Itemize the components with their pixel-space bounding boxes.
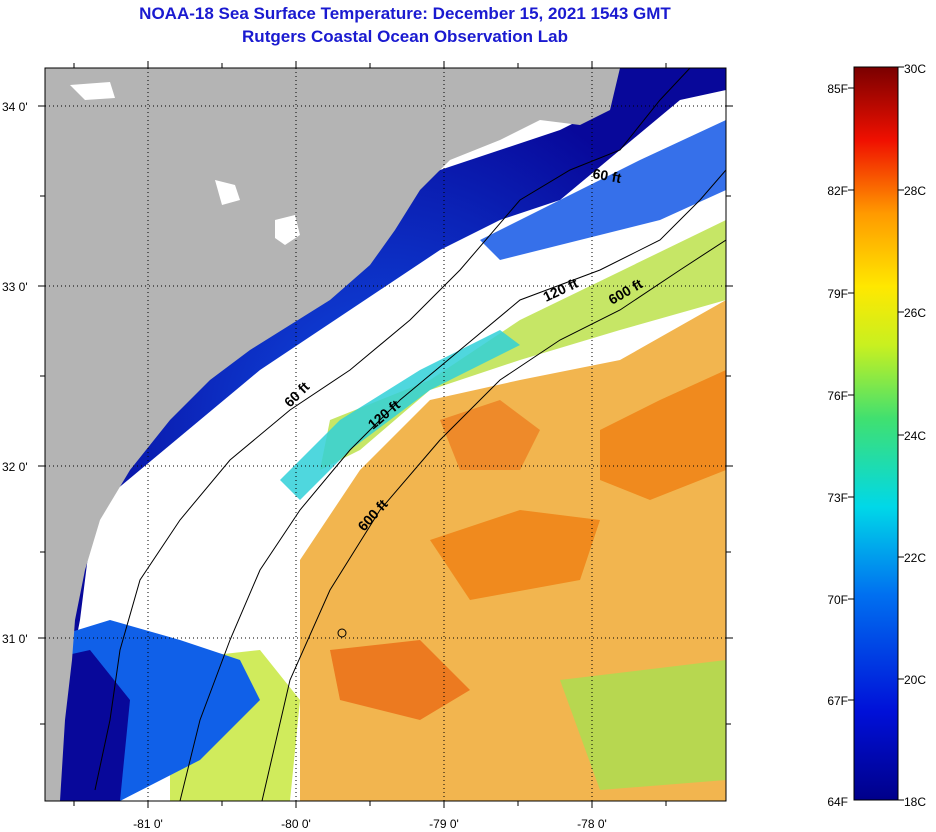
green-south-east <box>560 660 726 790</box>
map-area: 60 ft 60 ft 120 ft 120 ft 600 ft 600 ft <box>45 68 726 801</box>
cold-nearshore-water <box>45 68 726 801</box>
lat-label-31: 31 0' <box>2 632 28 646</box>
lake-3 <box>70 82 115 100</box>
cbar-f-73: 73F <box>827 491 848 505</box>
cbar-f-76: 76F <box>827 389 848 403</box>
cbar-c-28: 28C <box>904 184 926 198</box>
lake-2 <box>215 180 240 205</box>
lon-label-79: -79 0' <box>429 817 459 831</box>
contour-60ft <box>94 68 691 791</box>
lon-label-81: -81 0' <box>133 817 163 831</box>
chart-subtitle: Rutgers Coastal Ocean Observation Lab <box>242 27 568 46</box>
contour-label-60ft-north: 60 ft <box>591 165 622 186</box>
lake <box>275 215 300 245</box>
lat-label-33: 33 0' <box>2 280 28 294</box>
cyan-band <box>280 330 520 500</box>
colorbar <box>853 66 899 801</box>
cbar-f-85: 85F <box>827 82 848 96</box>
warm-core-mid <box>430 510 600 600</box>
colorbar-ticks <box>848 66 904 801</box>
cbar-f-82: 82F <box>827 184 848 198</box>
buoy-marker <box>337 628 347 638</box>
grid-lines <box>45 68 726 801</box>
map-frame <box>44 67 727 802</box>
contour-120ft <box>179 169 726 801</box>
cbar-c-22: 22C <box>904 551 926 565</box>
land-mass <box>45 68 620 801</box>
lat-label-34: 34 0' <box>2 100 28 114</box>
cold-offshore-north <box>480 120 726 260</box>
axis-ticks <box>38 61 733 808</box>
warm-core-south <box>330 640 470 720</box>
warm-core-east <box>600 370 726 500</box>
cbar-f-70: 70F <box>827 593 848 607</box>
cbar-f-79: 79F <box>827 287 848 301</box>
cbar-c-26: 26C <box>904 306 926 320</box>
cbar-f-67: 67F <box>827 694 848 708</box>
contour-600ft <box>261 239 726 801</box>
cbar-c-24: 24C <box>904 429 926 443</box>
cbar-c-18: 18C <box>904 795 926 809</box>
warm-core-center <box>440 400 540 470</box>
lat-label-32: 32 0' <box>2 460 28 474</box>
lon-label-80: -80 0' <box>281 817 311 831</box>
depth-contours <box>94 68 726 801</box>
cbar-c-20: 20C <box>904 673 926 687</box>
lon-label-78: -78 0' <box>577 817 607 831</box>
cbar-c-30: 30C <box>904 62 926 76</box>
chart-title: NOAA-18 Sea Surface Temperature: Decembe… <box>139 4 671 23</box>
cbar-f-64: 64F <box>827 795 848 809</box>
transition-water <box>320 220 726 470</box>
